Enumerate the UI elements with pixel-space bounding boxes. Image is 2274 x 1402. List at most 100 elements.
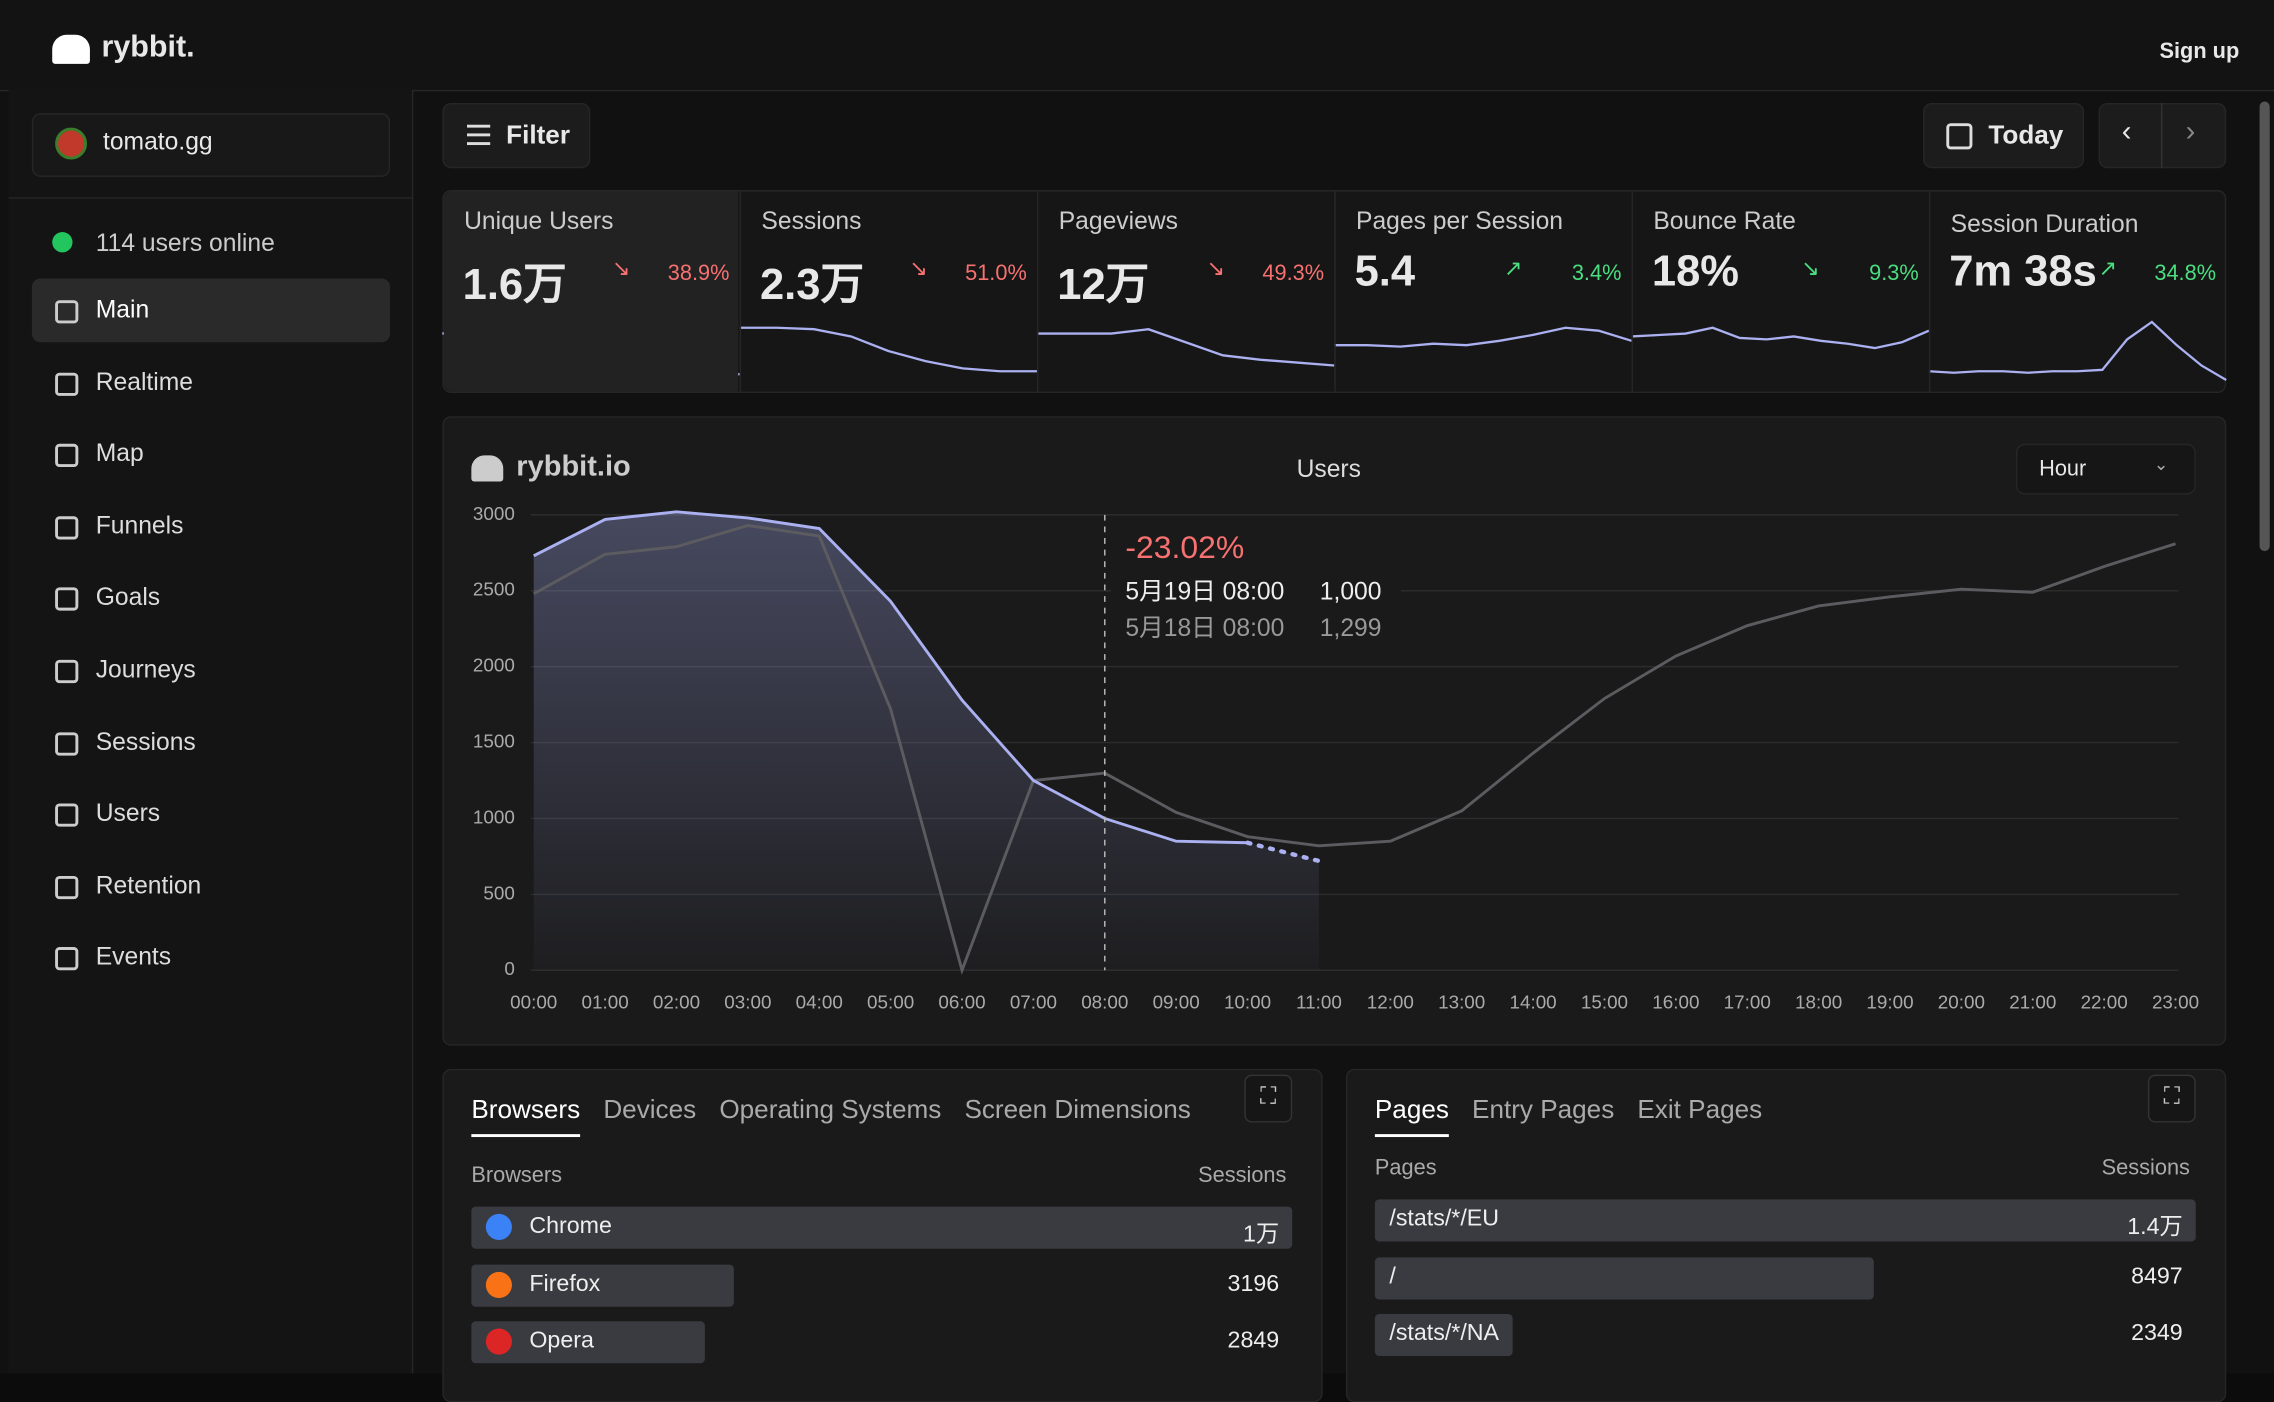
tab[interactable]: Operating Systems: [719, 1094, 942, 1124]
row-value: 8497: [2131, 1263, 2183, 1289]
stat-change: 34.8%: [2154, 261, 2217, 286]
trend-icon: ↗: [2098, 256, 2117, 282]
site-icon: [55, 127, 88, 160]
x-tick-label: 03:00: [724, 992, 771, 1013]
tooltip-change: -23.02%: [1125, 529, 1244, 565]
nav-item[interactable]: Realtime: [95, 367, 194, 396]
nav-item[interactable]: Main: [95, 295, 150, 324]
stat-value: 7m 38s: [1949, 248, 2097, 296]
x-tick-label: 22:00: [2081, 992, 2128, 1013]
divider: [739, 189, 742, 394]
tab[interactable]: Devices: [603, 1094, 697, 1124]
site-select[interactable]: [31, 113, 391, 177]
y-tick-label: 500: [483, 882, 514, 903]
stat-label: Sessions: [761, 207, 862, 235]
nav-item[interactable]: Journeys: [95, 655, 196, 684]
expand-button[interactable]: ⛶: [2147, 1074, 2196, 1123]
row-name[interactable]: /: [1389, 1263, 1396, 1289]
granularity-label: Hour: [2039, 456, 2087, 482]
browser-icon: [485, 1271, 512, 1298]
stat-label: Unique Users: [464, 207, 614, 235]
x-tick-label: 04:00: [796, 992, 843, 1013]
stat-change: 51.0%: [965, 261, 1027, 286]
x-tick-label: 14:00: [1510, 992, 1557, 1013]
row-value: 1.4万: [2127, 1215, 2183, 1241]
filter-label: Filter: [506, 120, 570, 150]
row-name[interactable]: Opera: [529, 1328, 594, 1354]
nav-item[interactable]: Funnels: [95, 511, 184, 540]
prev-arrow[interactable]: ‹: [2121, 116, 2132, 148]
stat-change: 9.3%: [1869, 261, 1919, 286]
nav-item[interactable]: Goals: [95, 583, 161, 612]
stat-value: 12万: [1057, 261, 1150, 309]
nav-icon: [55, 659, 79, 684]
nav-icon: [55, 444, 79, 468]
tab[interactable]: Exit Pages: [1637, 1094, 1763, 1124]
nav-icon: [55, 803, 79, 827]
chart-brand: rybbit.io: [516, 451, 631, 483]
y-tick-label: 1500: [473, 731, 515, 752]
next-arrow[interactable]: ›: [2185, 116, 2196, 148]
chart-title: Users: [1296, 455, 1361, 483]
trend-icon: ↘: [909, 256, 928, 282]
row-bar: [1374, 1199, 2196, 1242]
stat-change: 49.3%: [1262, 261, 1325, 286]
chart-logo-icon: [471, 455, 504, 482]
row-bar: [471, 1263, 734, 1306]
column-header: Sessions: [1198, 1163, 1287, 1188]
y-tick-label: 1000: [473, 806, 515, 827]
divider: [1334, 189, 1336, 394]
tab[interactable]: Entry Pages: [1472, 1094, 1615, 1124]
row-bar: [1374, 1313, 1513, 1357]
brand: rybbit.: [101, 30, 195, 64]
x-tick-label: 10:00: [1224, 992, 1271, 1013]
divider: [1928, 189, 1931, 394]
x-tick-label: 23:00: [2152, 992, 2199, 1013]
row-name[interactable]: /stats/*/NA: [1389, 1321, 1499, 1346]
nav-item[interactable]: Retention: [95, 871, 202, 899]
nav-icon: [55, 731, 79, 756]
x-tick-label: 01:00: [582, 992, 629, 1013]
nav-item[interactable]: Events: [95, 943, 172, 971]
tooltip-value: 1,000: [1320, 579, 1382, 606]
nav-item[interactable]: Users: [95, 799, 161, 827]
stat-label: Pages per Session: [1356, 207, 1563, 235]
trend-icon: ↗: [1503, 256, 1523, 282]
row-name[interactable]: Firefox: [529, 1271, 601, 1296]
logo-icon: [52, 34, 90, 64]
tab[interactable]: Screen Dimensions: [964, 1094, 1191, 1124]
nav-icon: [55, 300, 79, 324]
date-nav[interactable]: [2098, 102, 2227, 169]
browser-icon: [485, 1213, 512, 1241]
expand-button[interactable]: ⛶: [1244, 1074, 1293, 1123]
series-line: [1245, 840, 1322, 864]
stats-bar: [442, 189, 2227, 394]
row-name[interactable]: Chrome: [529, 1213, 612, 1239]
signup[interactable]: Sign up: [2159, 39, 2240, 64]
date-label: Today: [1988, 120, 2064, 150]
online-dot: [52, 232, 73, 253]
nav-icon: [55, 947, 79, 971]
row-name[interactable]: /stats/*/EU: [1389, 1206, 1499, 1232]
tab[interactable]: Pages: [1374, 1095, 1449, 1138]
online-count: 114 users online: [95, 229, 275, 257]
sparkline: [1036, 328, 1335, 367]
nav-item[interactable]: Map: [95, 439, 144, 468]
divider: [2160, 102, 2163, 169]
browser-icon: [485, 1328, 512, 1355]
sparkline: [1631, 326, 1930, 350]
stat-value: 18%: [1651, 248, 1739, 296]
filter-button[interactable]: [442, 102, 591, 169]
stat-value: 1.6万: [462, 261, 567, 309]
x-tick-label: 19:00: [1866, 992, 1913, 1013]
stat-label: Session Duration: [1950, 210, 2139, 238]
x-tick-label: 02:00: [653, 992, 700, 1013]
nav-item[interactable]: Sessions: [95, 727, 196, 756]
tab[interactable]: Browsers: [471, 1095, 581, 1138]
date-button[interactable]: [1923, 102, 2085, 169]
series-area: [533, 511, 1319, 971]
row-value: 1万: [1243, 1222, 1280, 1248]
nav-icon: [55, 516, 79, 540]
granularity-select[interactable]: [2015, 443, 2196, 495]
divider: [1631, 189, 1634, 394]
